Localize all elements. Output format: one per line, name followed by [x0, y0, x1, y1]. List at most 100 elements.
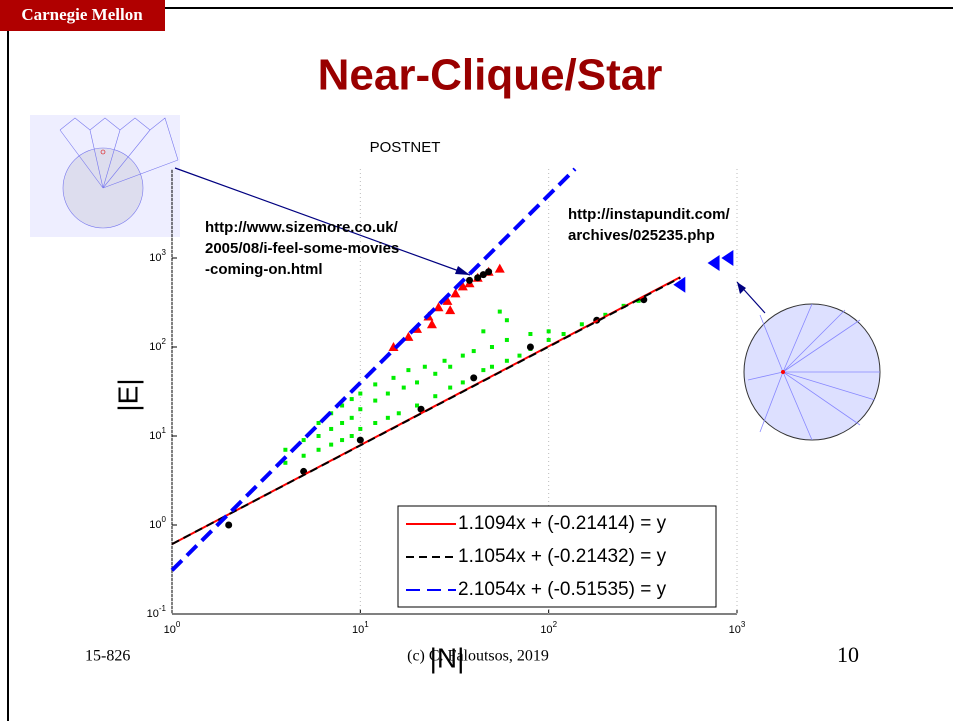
point [433, 394, 438, 399]
tick-exp: 2 [553, 620, 558, 629]
tick-label: 101 [149, 426, 166, 442]
arrow-head [455, 266, 470, 275]
point [489, 364, 494, 369]
point [707, 254, 720, 271]
point [636, 298, 641, 303]
tick-label: 103 [149, 248, 166, 264]
point [356, 436, 364, 444]
point [385, 415, 390, 420]
chart-title: POSTNET [370, 139, 441, 156]
point [504, 318, 509, 323]
arrow [174, 167, 471, 276]
point [373, 382, 378, 387]
point [283, 447, 288, 452]
point [373, 420, 378, 425]
point [445, 305, 456, 315]
fit-line [171, 276, 681, 545]
point [417, 405, 425, 413]
point [673, 276, 686, 293]
tick-exp: 0 [176, 620, 181, 629]
point [561, 331, 566, 336]
annotation: -coming-on.html [205, 261, 322, 278]
x-axis-label: |N| [430, 642, 465, 673]
point [481, 329, 486, 334]
point [349, 434, 354, 438]
logo-box [0, 0, 165, 31]
tick-label: 101 [352, 620, 369, 636]
legend-label: 1.1054x + (-0.21432) = y [458, 546, 667, 567]
point [329, 442, 334, 447]
tick-label: 10-1 [147, 604, 167, 620]
point [396, 411, 401, 416]
legend-label: 2.1054x + (-0.51535) = y [458, 579, 667, 600]
point [391, 375, 396, 380]
point [316, 420, 321, 425]
point [471, 349, 476, 354]
footer-course: 15-826 [85, 648, 130, 665]
point [579, 322, 584, 327]
point [358, 391, 363, 396]
tick-base: 10 [352, 624, 364, 636]
point [349, 397, 354, 402]
arrow-head [737, 282, 746, 294]
tick-exp: 3 [741, 620, 746, 629]
point [479, 271, 487, 279]
point [316, 447, 321, 452]
tick-base: 10 [164, 624, 176, 636]
point [406, 368, 411, 373]
tick-base: 10 [149, 519, 161, 531]
clique-thumbnail [30, 115, 180, 237]
point [485, 268, 493, 276]
slide-title: Near-Clique/Star [318, 51, 663, 100]
annotation: archives/025235.php [568, 227, 715, 244]
point [225, 521, 233, 529]
point [301, 453, 306, 458]
point [426, 319, 437, 329]
point [448, 385, 453, 390]
point [385, 391, 390, 396]
point [546, 337, 551, 342]
point [283, 460, 288, 465]
point [460, 380, 465, 385]
point [433, 371, 438, 376]
point [474, 274, 482, 282]
tick-base: 10 [149, 430, 161, 442]
tick-base: 10 [147, 608, 159, 620]
point [470, 374, 478, 382]
point [489, 345, 494, 349]
point [481, 368, 486, 373]
star-thumbnail [743, 303, 881, 441]
tick-exp: 3 [162, 248, 167, 257]
tick-exp: -1 [159, 604, 167, 613]
point [528, 331, 533, 336]
point [358, 407, 363, 412]
tick-base: 10 [149, 252, 161, 264]
point [415, 380, 420, 385]
page-number: 10 [837, 642, 859, 667]
point [546, 329, 551, 334]
tick-exp: 1 [364, 620, 369, 629]
annotation: 2005/08/i-feel-some-movies [205, 240, 399, 257]
logo: Carnegie Mellon [21, 5, 143, 24]
point [504, 358, 509, 363]
point [466, 276, 474, 284]
point [721, 250, 734, 266]
legend-label: 1.1094x + (-0.21414) = y [458, 513, 667, 534]
tick-label: 103 [729, 620, 746, 636]
tick-exp: 2 [162, 337, 167, 346]
point [504, 337, 509, 342]
point [349, 415, 354, 420]
point [494, 263, 505, 273]
tick-base: 10 [149, 341, 161, 353]
point [448, 364, 453, 369]
tick-base: 10 [540, 624, 552, 636]
tick-label: 100 [149, 515, 166, 531]
point [603, 312, 608, 317]
point [403, 331, 414, 341]
point [358, 426, 363, 431]
point [340, 438, 345, 443]
tick-label: 100 [164, 620, 181, 636]
point [460, 353, 465, 358]
